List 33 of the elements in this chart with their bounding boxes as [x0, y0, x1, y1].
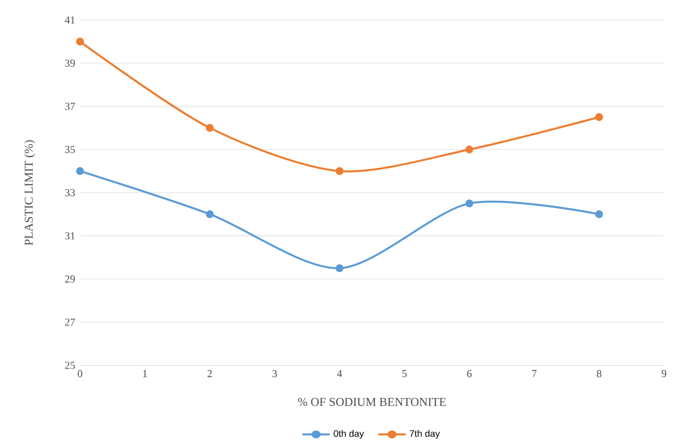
x-axis-title: % OF SODIUM BENTONITE: [298, 398, 446, 406]
x-tick-label: 0: [78, 370, 82, 378]
y-tick-label: 25: [65, 362, 75, 369]
y-tick-label: 29: [65, 275, 75, 283]
point: [595, 113, 604, 122]
point: [595, 210, 604, 218]
x-tick-label: 8: [596, 370, 602, 378]
y-tick-label: 33: [65, 189, 75, 196]
y-tick-label: 37: [65, 102, 75, 110]
x-tick-label: 3: [272, 370, 277, 378]
y-axis-title: PLASTIC LIMIT (%): [24, 140, 36, 246]
x-tick-label: 7: [532, 370, 537, 378]
x-tick-label: 6: [467, 370, 472, 378]
x-tick-label: 1: [143, 370, 147, 378]
x-tick-label: 9: [662, 370, 666, 378]
point: [76, 38, 84, 46]
point: [465, 200, 474, 208]
x-tick-label: 5: [402, 370, 407, 378]
point: [76, 167, 84, 176]
x-tick-label: 2: [208, 370, 212, 378]
point: [206, 124, 214, 132]
y-tick-label: 39: [65, 60, 75, 67]
legend-label: 0th day: [334, 430, 364, 439]
y-tick-label: 35: [65, 146, 75, 154]
y-tick-label: 31: [65, 232, 75, 240]
x-tick-label: 4: [337, 370, 342, 378]
point: [465, 146, 474, 154]
legend-label: 7th day: [410, 430, 440, 439]
y-tick-label: 41: [64, 16, 75, 24]
point: [336, 264, 344, 272]
y-tick-label: 27: [65, 318, 75, 326]
point: [336, 167, 344, 176]
point: [206, 210, 214, 218]
